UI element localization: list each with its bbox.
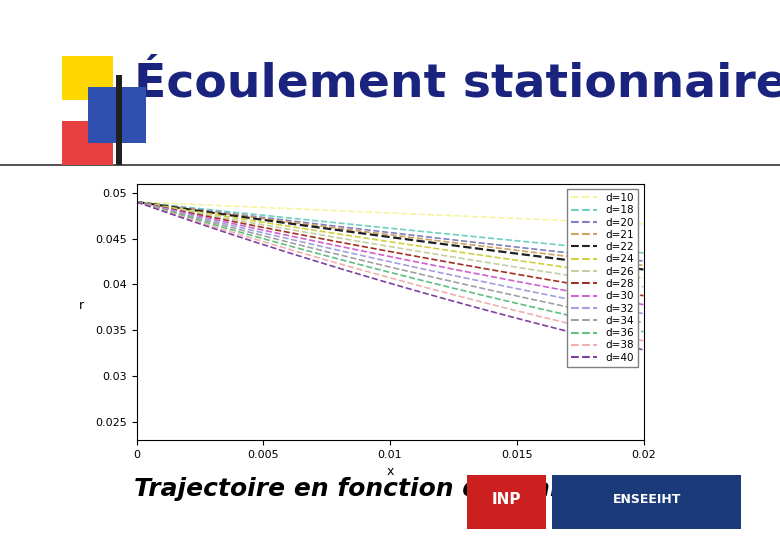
- Bar: [88, 87, 147, 143]
- Bar: [62, 121, 113, 165]
- Bar: [116, 75, 122, 165]
- Bar: [0, 164, 780, 166]
- Text: Écoulement stationnaire: Écoulement stationnaire: [134, 61, 780, 106]
- Text: INP: INP: [492, 492, 522, 507]
- Text: trajectoire  |  18 Jan 2006  |  gougoutte: trajectoire | 18 Jan 2006 | gougoutte: [147, 170, 376, 181]
- Bar: [62, 56, 113, 100]
- Text: Trajectoire en fonction du diamètre: Trajectoire en fonction du diamètre: [134, 476, 635, 502]
- Bar: [552, 475, 741, 529]
- Text: ENSEEIHT: ENSEEIHT: [612, 493, 681, 506]
- Legend: d=10, d=18, d=20, d=21, d=22, d=24, d=26, d=28, d=30, d=32, d=34, d=36, d=38, d=: d=10, d=18, d=20, d=21, d=22, d=24, d=26…: [567, 189, 638, 367]
- X-axis label: x: x: [386, 465, 394, 478]
- Y-axis label: r: r: [79, 299, 83, 312]
- Bar: [467, 475, 546, 529]
